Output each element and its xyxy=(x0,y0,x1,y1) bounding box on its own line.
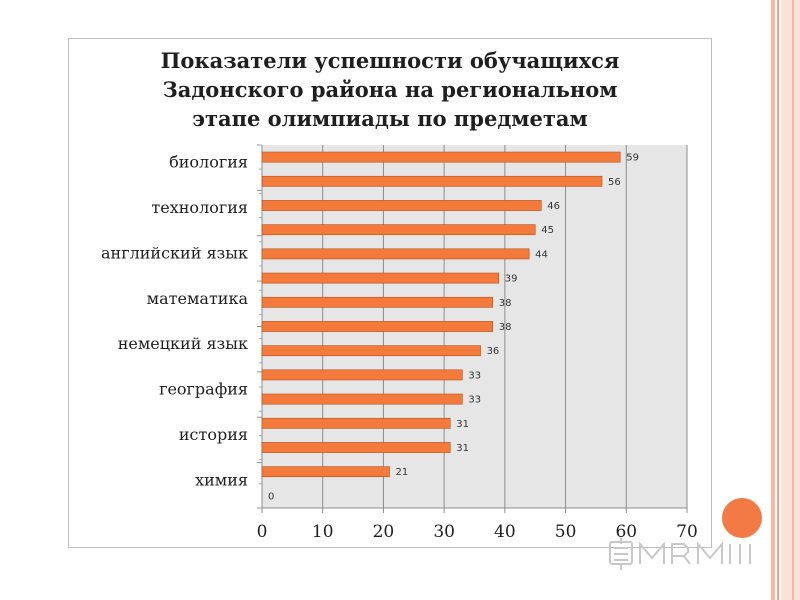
x-tick-label: 50 xyxy=(555,522,577,542)
chart-title: Показатели успешности обучащихся Задонск… xyxy=(68,46,712,133)
bar xyxy=(261,296,494,308)
decor-stripe xyxy=(781,0,800,600)
watermark-logo xyxy=(609,538,751,570)
data-label: 59 xyxy=(626,153,639,164)
x-tick-label: 10 xyxy=(312,522,334,542)
data-label: 33 xyxy=(468,395,481,406)
category-label: география xyxy=(159,380,248,399)
category-label: немецкий язык xyxy=(118,334,248,353)
data-label: 31 xyxy=(456,443,469,454)
data-label: 56 xyxy=(608,177,621,188)
bar xyxy=(261,466,390,478)
data-label: 45 xyxy=(541,225,554,236)
decor-stripe xyxy=(771,0,775,600)
x-tick-label: 40 xyxy=(494,522,516,542)
bar xyxy=(261,272,500,284)
x-tick-label: 70 xyxy=(676,522,698,542)
category-label: технология xyxy=(151,198,248,217)
data-label: 44 xyxy=(535,249,548,260)
bar xyxy=(261,200,542,211)
data-label: 21 xyxy=(396,467,409,478)
x-tick-label: 30 xyxy=(433,522,455,542)
bar xyxy=(261,345,481,357)
bar xyxy=(261,248,530,260)
decor-stripe xyxy=(777,0,779,600)
data-label: 39 xyxy=(505,274,518,285)
decor-circle xyxy=(722,498,762,538)
bar xyxy=(261,393,463,405)
data-label: 38 xyxy=(499,298,512,309)
x-tick-label: 0 xyxy=(257,522,268,542)
bar xyxy=(261,175,603,187)
decor-stripe xyxy=(792,0,794,600)
chart-title-line: Задонского района на региональном xyxy=(162,77,618,102)
data-label: 33 xyxy=(468,370,481,381)
bar xyxy=(261,369,463,381)
category-label: математика xyxy=(147,289,249,308)
data-label: 38 xyxy=(499,322,512,333)
data-label: 46 xyxy=(547,201,560,212)
x-tick-label: 20 xyxy=(373,522,395,542)
category-label: история xyxy=(179,425,248,444)
data-label: 36 xyxy=(487,346,500,357)
category-label: химия xyxy=(195,470,248,489)
x-tick-label: 60 xyxy=(615,522,637,542)
bar xyxy=(261,442,451,453)
chart-title-line: Показатели успешности обучащихся xyxy=(160,48,620,73)
bar xyxy=(261,417,451,429)
category-label: английский язык xyxy=(101,243,248,262)
bar xyxy=(261,224,536,236)
bar xyxy=(261,151,621,163)
data-label: 0 xyxy=(268,491,274,502)
bar xyxy=(261,321,494,332)
chart-title-line: этапе олимпиады по предметам xyxy=(192,106,588,131)
data-label: 31 xyxy=(456,419,469,430)
category-label: биология xyxy=(169,153,248,172)
